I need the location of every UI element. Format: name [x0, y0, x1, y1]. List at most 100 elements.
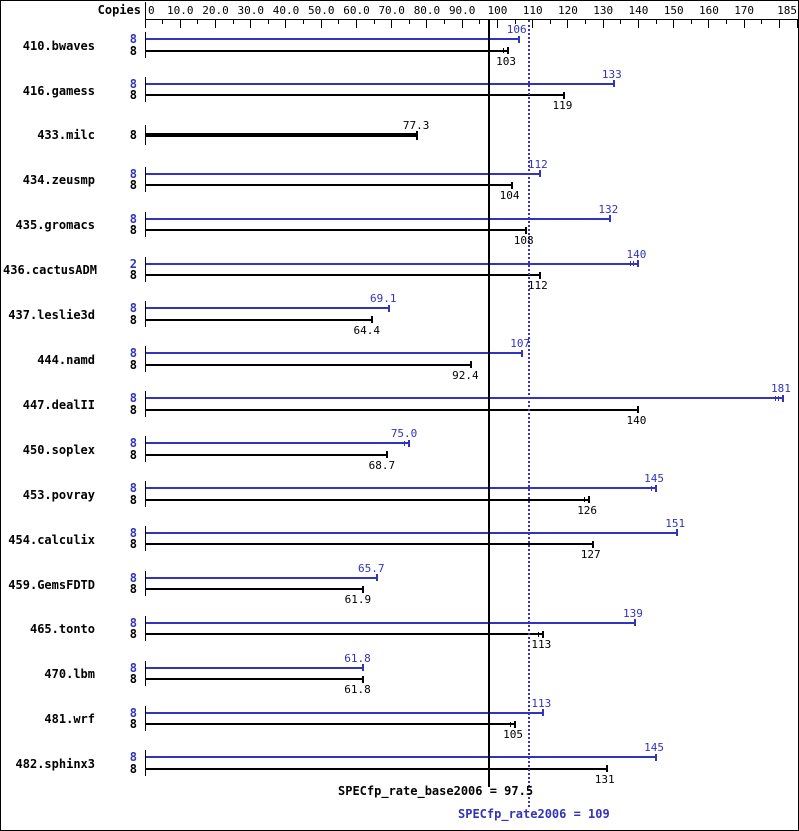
x-axis-minor-tick [620, 20, 622, 24]
x-axis-major-tick [602, 20, 604, 28]
row-axis-segment [145, 525, 146, 552]
benchmark-name: 447.dealII [22, 397, 95, 412]
row-axis-segment [145, 570, 146, 597]
bar-value-label: 105 [503, 728, 524, 741]
bar-value-label: 140 [626, 413, 647, 427]
bar-end-tick [676, 529, 679, 537]
benchmark-bar [146, 397, 783, 400]
row-axis-segment [145, 76, 146, 103]
bar-run-tick [584, 497, 586, 502]
bar-value-label: 108 [513, 234, 534, 248]
bar-value-label: 140 [626, 247, 647, 261]
row-axis-segment [145, 32, 146, 58]
x-axis-tick-label: 140 [628, 4, 649, 17]
x-axis-major-tick [391, 20, 393, 28]
copies-count: 8 [129, 32, 137, 46]
benchmark-bar [146, 94, 565, 97]
copies-count: 8 [129, 43, 137, 58]
benchmark-bar [146, 408, 639, 411]
bar-end-tick [361, 664, 364, 672]
benchmark-name: 453.povray [22, 487, 95, 502]
benchmark-name: 482.sphinx3 [15, 757, 95, 772]
x-axis-major-tick [637, 20, 639, 28]
bar-end-tick [469, 361, 472, 369]
x-axis-major-tick [285, 20, 287, 28]
bar-end-tick [538, 271, 541, 279]
x-axis-major-tick [673, 20, 675, 28]
bar-value-label: 61.8 [344, 651, 371, 665]
bar-end-tick [375, 574, 378, 582]
x-axis-tick-label: 30.0 [237, 4, 264, 17]
benchmark-name: 416.gamess [22, 83, 95, 98]
benchmark-bar [146, 49, 508, 52]
benchmark-bar [146, 217, 611, 220]
copies-count: 8 [129, 705, 137, 720]
copies-count: 8 [129, 436, 137, 451]
copies-count: 8 [129, 525, 137, 540]
benchmark-name: 470.lbm [44, 667, 95, 682]
copies-count: 8 [129, 312, 137, 327]
bar-end-tick [605, 765, 608, 773]
x-axis-tick-label: 50.0 [307, 4, 335, 17]
y-axis-top-divider [145, 2, 146, 28]
x-axis-major-tick [796, 20, 798, 28]
benchmark-bar [146, 82, 614, 85]
bar-run-tick [404, 440, 406, 446]
bar-end-tick [637, 260, 640, 267]
copies-column-header: Copies [97, 3, 141, 17]
benchmark-bar [146, 363, 471, 366]
benchmark-name: 444.namd [37, 353, 95, 368]
benchmark-name: 459.GemsFDTD [8, 577, 95, 592]
bar-value-label: 145 [644, 741, 665, 755]
bar-run-tick [510, 721, 512, 727]
copies-count: 8 [129, 76, 137, 91]
bar-end-tick [637, 406, 640, 414]
x-axis-tick-label: 110 [522, 4, 543, 17]
x-axis-major-tick [461, 20, 463, 28]
x-axis-minor-tick [338, 20, 340, 24]
copies-count: 8 [129, 127, 137, 142]
x-axis-major-tick [567, 20, 569, 28]
row-axis-segment [145, 346, 146, 372]
copies-count: 8 [129, 717, 137, 731]
bar-end-tick [387, 304, 390, 312]
benchmark-bar [146, 38, 519, 40]
x-axis-major-tick [708, 20, 710, 28]
x-axis-major-tick [426, 20, 428, 28]
x-axis-tick-label: 10.0 [166, 4, 194, 17]
bar-value-label: 103 [496, 54, 516, 68]
copies-count: 8 [129, 570, 137, 585]
bar-value-label: 113 [531, 696, 552, 710]
bar-run-tick [503, 48, 504, 53]
benchmark-name: 481.wrf [44, 712, 95, 727]
copies-count: 8 [129, 627, 137, 642]
copies-count: 8 [129, 582, 137, 597]
bar-value-label: 131 [594, 772, 615, 786]
x-axis-minor-tick [408, 20, 410, 24]
benchmark-bar [146, 543, 593, 546]
bar-value-label: 69.1 [370, 292, 397, 306]
benchmark-bar [146, 621, 635, 624]
x-axis-minor-tick [690, 20, 692, 24]
x-axis-major-tick [778, 20, 780, 28]
x-axis-minor-tick [444, 20, 446, 24]
benchmark-bar [146, 723, 516, 725]
bar-end-tick [524, 226, 527, 234]
benchmark-bar [146, 588, 364, 591]
bar-value-label: 132 [598, 202, 619, 216]
bar-value-label: 112 [527, 157, 548, 171]
bar-end-tick [609, 215, 612, 223]
benchmark-bar [146, 307, 389, 310]
benchmark-name: 450.soplex [22, 442, 95, 457]
bar-run-tick [777, 395, 779, 401]
x-axis-tick-label: 40.0 [272, 4, 300, 17]
row-axis-segment [145, 124, 146, 145]
benchmark-bar [146, 711, 544, 714]
bar-end-tick [612, 80, 615, 88]
peak-rate-summary-label: SPECfp_rate2006 = 109 [458, 807, 610, 821]
bar-value-label: 151 [665, 516, 686, 530]
bar-value-label: 68.7 [368, 458, 396, 472]
x-axis-tick-label: 80.0 [413, 4, 441, 17]
x-axis-tick-label: 150 [663, 4, 684, 17]
bar-end-tick [408, 439, 411, 447]
